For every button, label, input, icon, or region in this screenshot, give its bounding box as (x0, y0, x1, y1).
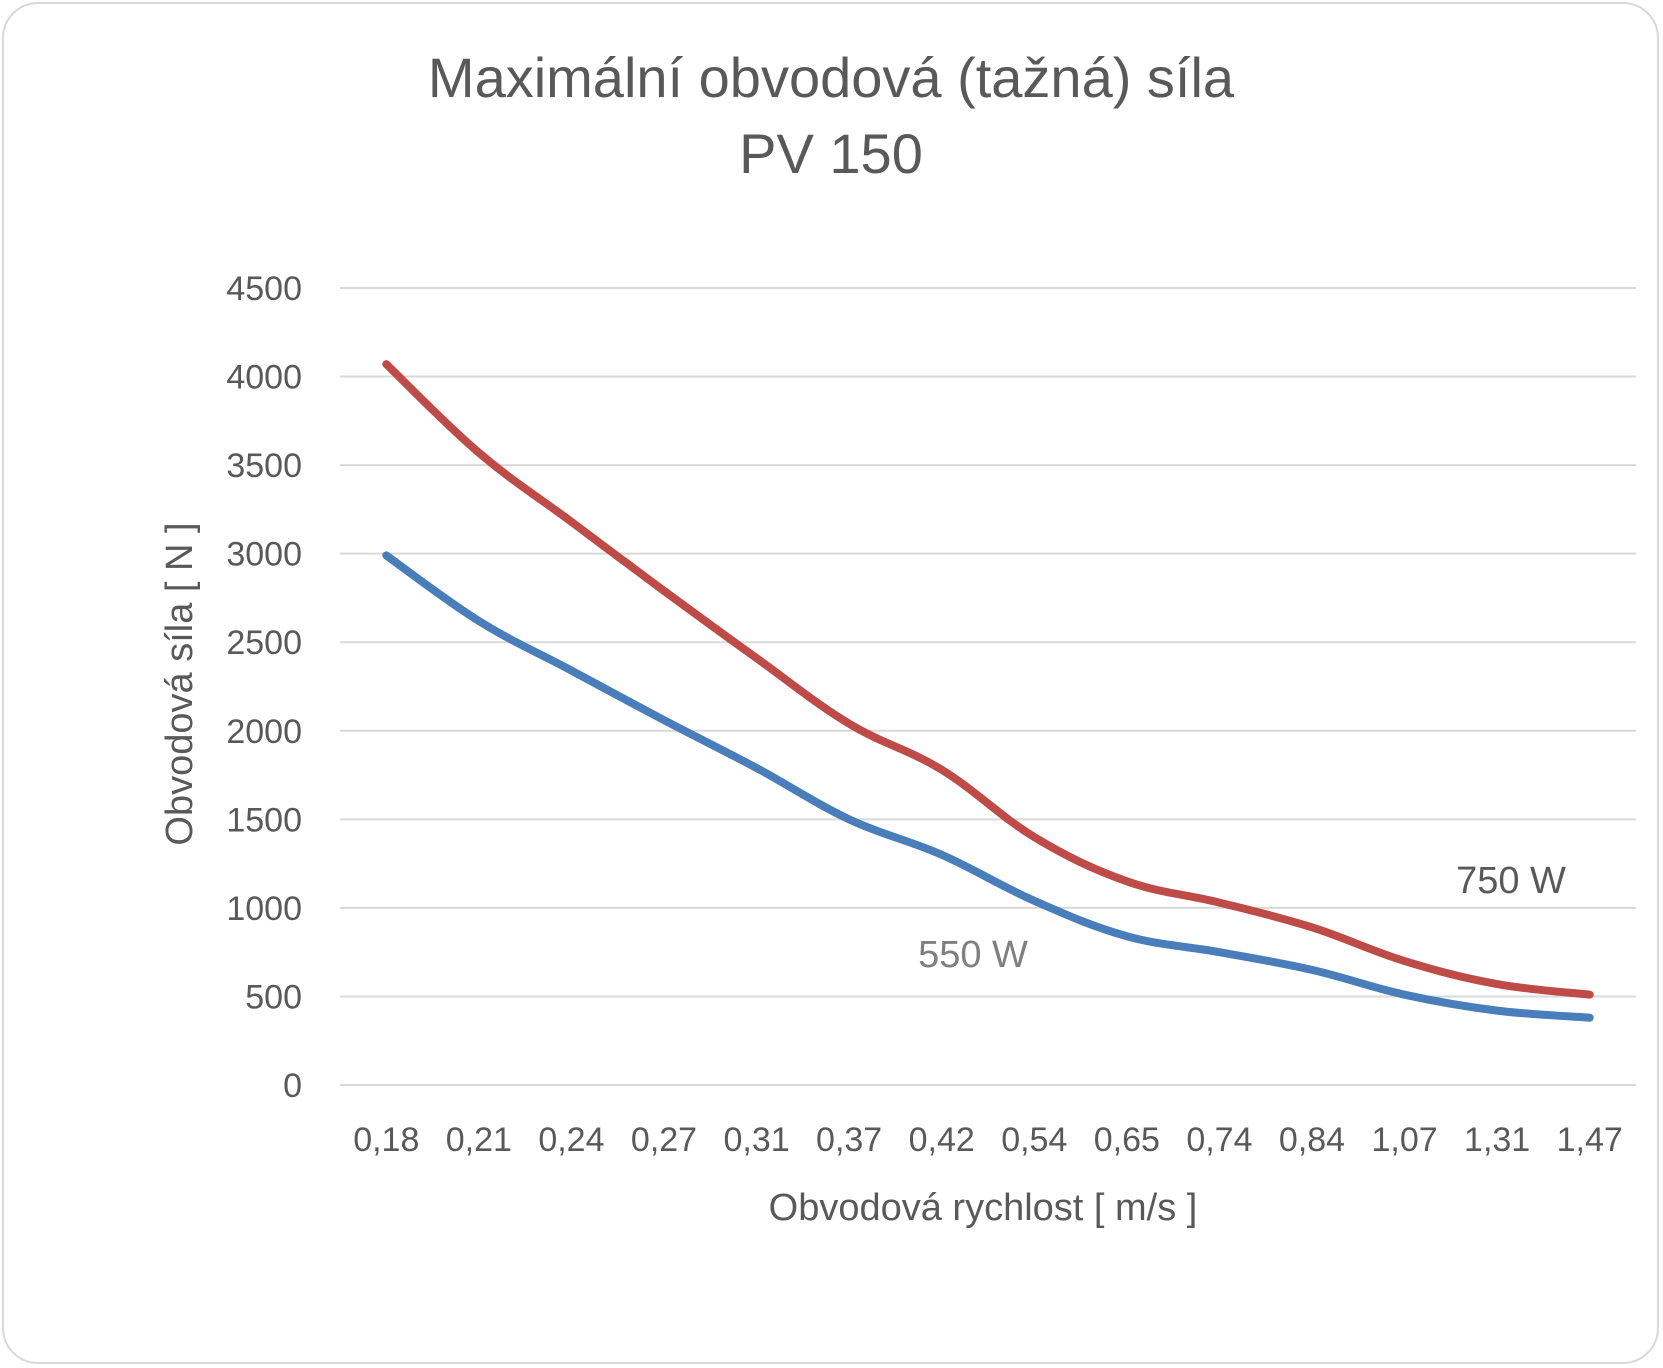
y-tick-label: 3000 (226, 536, 302, 574)
gridlines (340, 287, 1636, 1086)
x-tick-label: 0,84 (1279, 1121, 1345, 1159)
y-tick-label: 3500 (226, 447, 302, 485)
y-tick-label: 2500 (226, 624, 302, 662)
y-tick-label: 0 (283, 1067, 302, 1105)
y-tick-label: 1000 (226, 890, 302, 928)
y-tick-label: 4500 (226, 270, 302, 308)
x-tick-label: 0,27 (631, 1121, 697, 1159)
series-lines (382, 360, 1594, 1022)
y-tick-label: 2000 (226, 713, 302, 751)
x-axis-title: Obvodová rychlost [ m/s ] (769, 1187, 1198, 1229)
x-tick-label: 0,21 (446, 1121, 512, 1159)
x-tick-label: 0,24 (538, 1121, 604, 1159)
x-tick-label: 0,37 (816, 1121, 882, 1159)
series-label-550w: 550 W (918, 934, 1028, 976)
x-tick-label: 0,42 (909, 1121, 975, 1159)
y-tick-label: 1500 (226, 801, 302, 839)
x-tick-label: 0,54 (1001, 1121, 1067, 1159)
series-line-750w (382, 360, 1594, 999)
x-tick-label: 1,07 (1371, 1121, 1437, 1159)
y-axis-ticks: 0 500 1000 1500 2000 2500 3000 3500 4000 4500 (226, 270, 302, 1105)
x-tick-label: 0,65 (1094, 1121, 1160, 1159)
series-label-750w: 750 W (1456, 860, 1566, 902)
x-tick-label: 1,47 (1557, 1121, 1623, 1159)
y-tick-label: 4000 (226, 359, 302, 397)
y-axis-title: Obvodová síla [ N ] (159, 522, 201, 845)
y-tick-label: 500 (245, 978, 302, 1016)
x-axis-ticks: 0,18 0,21 0,24 0,27 0,31 0,37 0,42 0,54 0,65 0,74… (353, 1121, 1623, 1159)
x-tick-label: 0,18 (353, 1121, 419, 1159)
x-tick-label: 1,31 (1464, 1121, 1530, 1159)
chart-title: Maximální obvodová (tažná) síla (428, 46, 1235, 109)
series-line-550w (382, 551, 1594, 1022)
chart-subtitle: PV 150 (739, 122, 923, 185)
x-tick-label: 0,31 (723, 1121, 789, 1159)
x-tick-label: 0,74 (1186, 1121, 1252, 1159)
